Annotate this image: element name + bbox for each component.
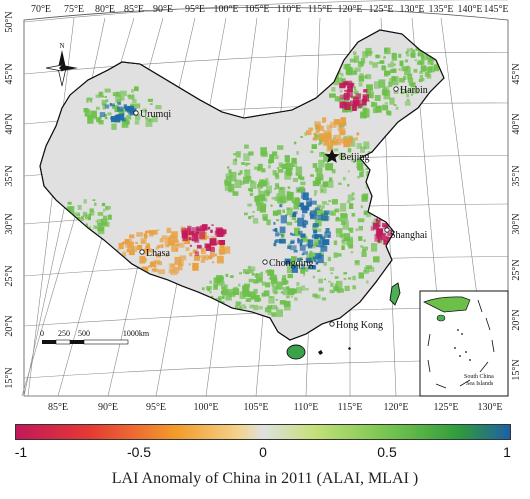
bottom-lon-label: 110°E — [294, 402, 319, 413]
top-lon-label: 90°E — [153, 4, 173, 15]
bottom-lon-label: 85°E — [48, 402, 68, 413]
svg-text:Hong Kong: Hong Kong — [336, 320, 383, 331]
north-arrow-label: N — [59, 42, 64, 50]
bottom-lon-label: 130°E — [477, 402, 502, 413]
south-china-sea-inset: South China Sea Islands — [419, 290, 509, 397]
colorbar-tick-label: 0 — [259, 444, 267, 460]
colorbar-tick-label: -0.5 — [126, 444, 152, 460]
top-lon-label: 105°E — [244, 4, 269, 15]
left-lat-label: 45°N — [4, 63, 15, 84]
right-lat-label: 20°N — [511, 309, 522, 330]
city-harbin: Harbin — [393, 85, 428, 96]
bottom-longitude-labels: 85°E 90°E 95°E 100°E 105°E 110°E 115°E 120°E 125… — [48, 402, 503, 413]
top-lon-label: 85°E — [124, 4, 144, 15]
left-lat-label: 40°N — [4, 113, 15, 134]
top-lon-label: 80°E — [95, 4, 115, 15]
city-shanghai: Shanghai — [384, 227, 427, 241]
svg-text:Lhasa: Lhasa — [146, 248, 170, 259]
right-lat-label: 40°N — [511, 113, 522, 134]
city-lhasa: Lhasa — [139, 248, 170, 259]
outlying-islands — [318, 312, 410, 355]
hainan-island — [286, 344, 306, 360]
city-urumqi: Urumqi — [133, 109, 171, 120]
top-longitude-labels: 70°E 75°E 80°E 85°E 90°E 95°E 100°E 105°E 110°E 1… — [31, 4, 509, 15]
bottom-lon-label: 90°E — [98, 402, 118, 413]
top-lon-label: 120°E — [337, 4, 362, 15]
city-chongqing: Chongqing — [262, 258, 313, 269]
inset-label-line2: Sea Islands — [466, 381, 494, 387]
bottom-lon-label: 105°E — [243, 402, 268, 413]
map-title: LAI Anomaly of China in 2011 (ALAI, MLAI… — [111, 470, 419, 487]
top-lon-label: 145°E — [483, 4, 508, 15]
left-lat-label: 20°N — [4, 315, 15, 336]
colorbar — [15, 424, 511, 440]
scale-label-250: 250 — [58, 329, 70, 338]
svg-text:Chongqing: Chongqing — [269, 258, 313, 269]
svg-text:Harbin: Harbin — [400, 85, 428, 96]
top-lon-label: 100°E — [213, 4, 238, 15]
top-lon-label: 110°E — [277, 4, 302, 15]
north-arrow: N — [45, 42, 78, 87]
inset-label-line1: South China — [464, 374, 494, 380]
scale-label-1000km: 1000km — [123, 329, 150, 338]
city-hong-kong: Hong Kong — [329, 320, 383, 331]
top-lon-label: 135°E — [428, 4, 453, 15]
scale-bar: 0 250 500 1000km — [40, 329, 150, 345]
svg-text:Beijing: Beijing — [340, 152, 369, 163]
colorbar-tick-label: 1 — [503, 444, 511, 460]
city-markers: Harbin Urumqi Beijing Shanghai Lhasa Cho… — [133, 85, 428, 331]
city-beijing: Beijing — [324, 149, 369, 163]
colorbar-tick-label: 0.5 — [377, 444, 397, 460]
right-lat-label: 35°N — [511, 165, 522, 186]
scale-label-500: 500 — [78, 329, 90, 338]
top-lon-label: 125°E — [368, 4, 393, 15]
left-latitude-labels: 50°N 45°N 40°N 35°N 30°N 25°N 20°N 15°N — [4, 11, 15, 388]
bottom-lon-label: 100°E — [193, 402, 218, 413]
right-lat-label: 15°N — [511, 359, 522, 380]
china-landmass — [39, 29, 445, 341]
left-lat-label: 50°N — [4, 11, 15, 32]
top-lon-label: 140°E — [457, 4, 482, 15]
top-lon-label: 70°E — [31, 4, 51, 15]
colorbar-tick-label: -1 — [14, 444, 28, 460]
top-lon-label: 115°E — [308, 4, 333, 15]
right-latitude-labels: 45°N 40°N 35°N 30°N 25°N 20°N 15°N — [511, 63, 522, 380]
right-lat-label: 45°N — [511, 63, 522, 84]
left-lat-label: 30°N — [4, 213, 15, 234]
scale-label-0: 0 — [40, 329, 44, 338]
left-lat-label: 15°N — [4, 367, 15, 388]
bottom-lon-label: 120°E — [383, 402, 408, 413]
right-lat-label: 30°N — [511, 213, 522, 234]
taiwan-island — [389, 282, 401, 306]
left-lat-label: 25°N — [4, 265, 15, 286]
bottom-lon-label: 95°E — [146, 402, 166, 413]
left-lat-label: 35°N — [4, 165, 15, 186]
top-lon-label: 130°E — [399, 4, 424, 15]
top-lon-label: 75°E — [64, 4, 84, 15]
svg-text:Shanghai: Shanghai — [390, 230, 427, 241]
bottom-lon-label: 125°E — [433, 402, 458, 413]
lai-anomaly-field — [51, 43, 442, 319]
svg-text:Urumqi: Urumqi — [140, 109, 171, 120]
top-lon-label: 95°E — [185, 4, 205, 15]
bottom-lon-label: 115°E — [338, 402, 363, 413]
right-lat-label: 25°N — [511, 259, 522, 280]
